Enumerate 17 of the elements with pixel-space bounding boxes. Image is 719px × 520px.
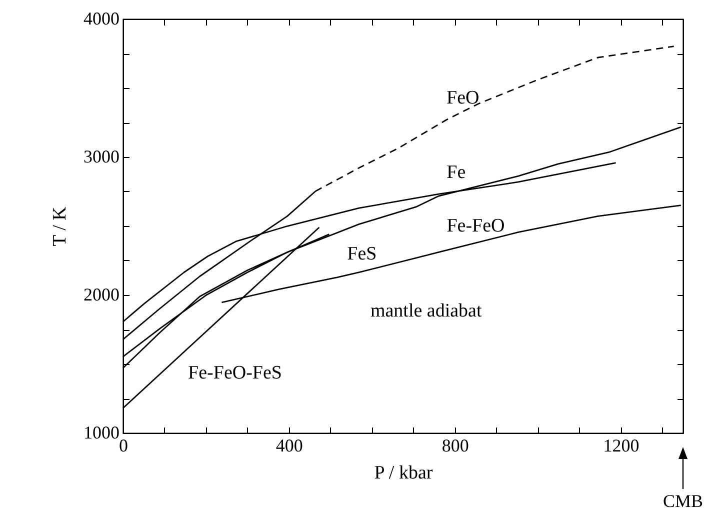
annotation: mantle adiabat [370,300,482,322]
x-tick-label: 0 [119,436,128,456]
x-tick-label: 800 [442,436,469,456]
x-tick-label: 1200 [603,436,640,456]
y-tick-label: 4000 [84,8,120,28]
y-tick-label: 3000 [84,146,120,166]
annotation: Fe [446,162,466,184]
annotation: FeO [446,88,480,109]
annotation: Fe-FeO [446,216,505,237]
x-tick-label: 400 [276,436,303,456]
x-axis-title: P / kbar [374,462,434,484]
annotation: Fe-FeO-FeS [188,362,282,384]
text: CMB [662,491,704,511]
y-tick-label: 1000 [84,422,120,442]
annotation: FeS [347,243,377,264]
y-axis-title: T / K [50,206,70,246]
y-tick-label: 2000 [84,284,120,304]
